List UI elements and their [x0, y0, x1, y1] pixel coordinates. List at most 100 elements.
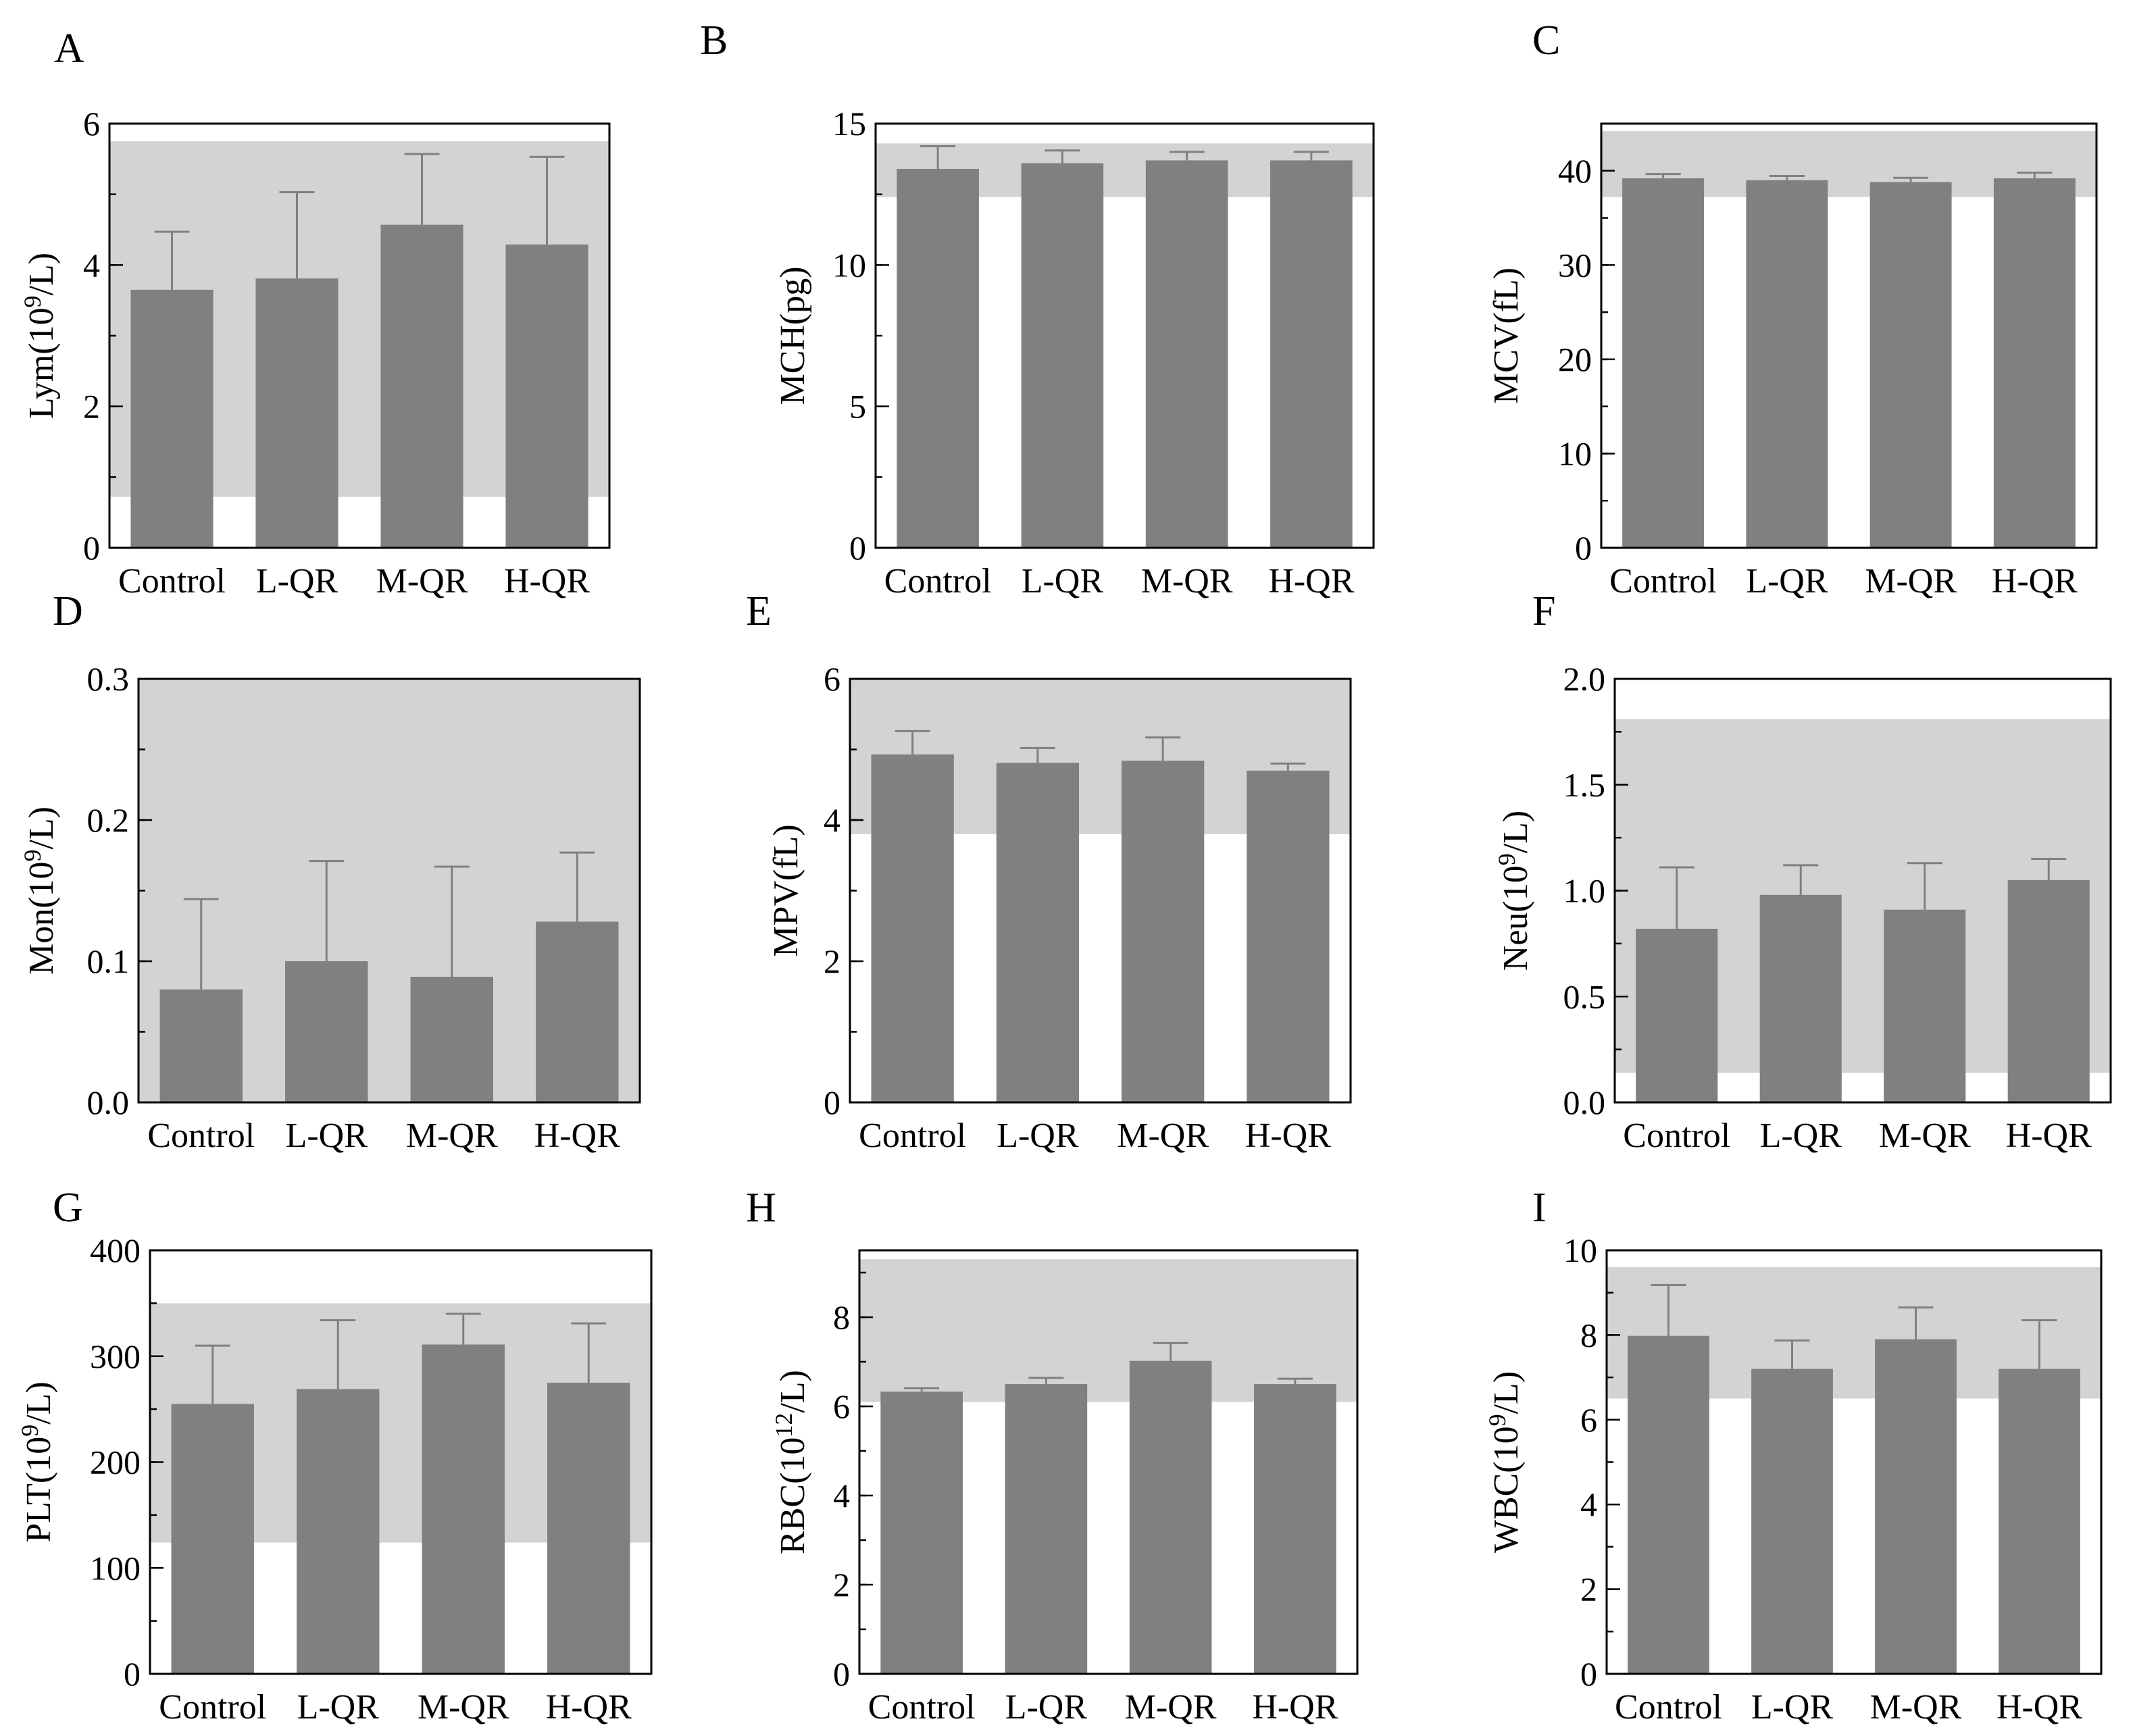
panel-letter: B [700, 18, 728, 63]
bar-l-qr [996, 763, 1080, 1102]
y-tick-label: 10 [832, 246, 866, 284]
y-tick-label: 0.3 [87, 660, 130, 698]
bar-control [1636, 928, 1718, 1102]
y-tick-label: 6 [833, 1387, 850, 1425]
category-label: M-QR [418, 1688, 509, 1727]
y-tick-label: 2 [83, 388, 100, 426]
y-axis-title: Lym(109/L) [19, 253, 61, 419]
category-label: Control [884, 562, 992, 601]
y-tick-label: 4 [824, 801, 840, 839]
y-tick-label: 0.2 [87, 801, 130, 839]
y-tick-label: 0.0 [1563, 1083, 1606, 1121]
category-label: L-QR [997, 1117, 1079, 1155]
y-tick-label: 0 [849, 529, 866, 567]
bar-control [130, 289, 214, 548]
bar-m-qr [1129, 1360, 1212, 1674]
y-tick-label: 8 [1580, 1316, 1597, 1354]
y-axis-title: MCH(pg) [774, 266, 812, 405]
bar-h-qr [1270, 160, 1353, 548]
y-tick-label: 200 [90, 1444, 141, 1481]
category-label: L-QR [1760, 1117, 1842, 1155]
bar-h-qr [2007, 879, 2090, 1102]
y-axis-title: MPV(fL) [767, 824, 805, 956]
y-tick-label: 6 [1580, 1401, 1597, 1439]
bar-l-qr [1005, 1384, 1088, 1674]
bar-l-qr [1759, 894, 1842, 1102]
y-tick-label: 0 [824, 1083, 840, 1121]
bar-control [880, 1392, 963, 1674]
bar-control [159, 989, 243, 1102]
y-tick-label: 400 [90, 1231, 141, 1269]
plot-frame [149, 1249, 653, 1675]
category-label: L-QR [256, 562, 338, 601]
category-label: H-QR [1268, 562, 1354, 601]
plot-frame [858, 1249, 1359, 1675]
y-axis-title: Mon(109/L) [19, 807, 61, 975]
category-label: M-QR [1870, 1688, 1962, 1727]
bar-m-qr [1884, 909, 1966, 1102]
bar-m-qr [1145, 160, 1228, 548]
y-tick-label: 100 [90, 1549, 141, 1587]
category-label: H-QR [2006, 1117, 2092, 1155]
category-label: L-QR [1746, 562, 1828, 601]
bar-m-qr [422, 1344, 505, 1674]
y-tick-label: 0 [1575, 529, 1592, 567]
category-label: H-QR [1245, 1117, 1331, 1155]
bar-h-qr [1247, 770, 1330, 1102]
y-tick-label: 0 [124, 1655, 141, 1693]
bar-control [1628, 1335, 1709, 1674]
bar-l-qr [1751, 1369, 1833, 1674]
bar-h-qr [1254, 1384, 1336, 1674]
bar-control [897, 168, 979, 548]
reference-band [859, 1259, 1357, 1402]
y-tick-label: 0.0 [87, 1083, 130, 1121]
bar-control [1622, 178, 1705, 548]
y-tick-label: 1.5 [1563, 766, 1606, 804]
panel-letter: D [53, 588, 83, 634]
bar-m-qr [1121, 761, 1205, 1102]
category-label: H-QR [504, 562, 590, 601]
panel-letter: H [746, 1185, 776, 1231]
y-axis-title: PLT(109/L) [16, 1381, 58, 1543]
y-tick-label: 300 [90, 1337, 141, 1375]
category-label: L-QR [1751, 1688, 1834, 1727]
bar-l-qr [255, 278, 338, 548]
bar-h-qr [536, 921, 619, 1102]
panel-letter: E [746, 588, 772, 634]
y-tick-label: 30 [1558, 246, 1592, 284]
y-tick-label: 6 [83, 105, 100, 143]
y-tick-label: 4 [833, 1477, 850, 1514]
y-tick-label: 4 [83, 246, 100, 284]
category-label: M-QR [1865, 562, 1957, 601]
panel-c: Control L-QR M-QR H-QR 0 10 20 30 40 C MCV(fL) [1487, 18, 2098, 601]
bar-control [171, 1404, 254, 1674]
plot-frame [108, 122, 611, 549]
category-label: H-QR [1992, 562, 2078, 601]
plot-frame [137, 678, 641, 1104]
y-tick-label: 40 [1558, 152, 1592, 190]
bar-m-qr [380, 224, 463, 548]
category-label: H-QR [1252, 1688, 1338, 1727]
category-label: Control [1615, 1688, 1722, 1727]
y-tick-label: 6 [824, 660, 840, 698]
bar-h-qr [505, 244, 588, 548]
y-tick-label: 0.1 [87, 942, 130, 980]
plot-frame [874, 122, 1375, 549]
y-tick-label: 10 [1563, 1231, 1597, 1269]
category-label: M-QR [1879, 1117, 1971, 1155]
panel-letter: G [53, 1185, 83, 1231]
y-axis-title: MCV(fL) [1487, 267, 1526, 404]
y-axis-title: WBC(109/L) [1484, 1371, 1526, 1553]
category-label: L-QR [1022, 562, 1104, 601]
y-tick-label: 1.0 [1563, 872, 1606, 910]
plot-frame [849, 678, 1352, 1104]
panel-e: Control L-QR M-QR H-QR 0 2 4 6 E MPV(fL) [746, 588, 1352, 1155]
category-label: M-QR [1117, 1117, 1209, 1155]
category-label: Control [147, 1117, 255, 1155]
category-label: Control [159, 1688, 266, 1727]
bar-h-qr [1993, 178, 2076, 548]
category-label: M-QR [376, 562, 468, 601]
bar-l-qr [297, 1389, 380, 1674]
